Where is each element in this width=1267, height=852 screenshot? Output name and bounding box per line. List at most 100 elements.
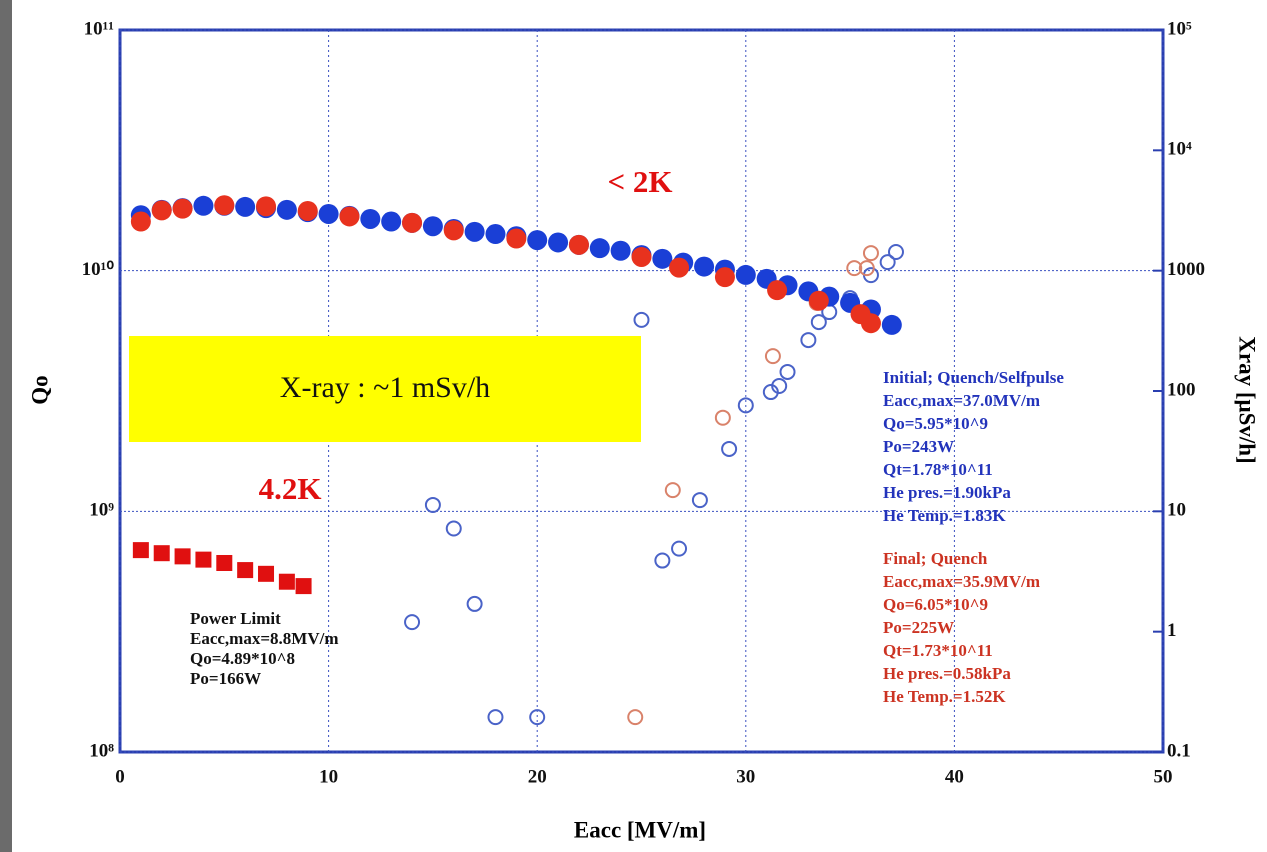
point bbox=[714, 267, 735, 288]
point bbox=[589, 238, 610, 259]
legend-detail: Qt=1.73*10^11 bbox=[883, 641, 993, 660]
point bbox=[278, 573, 295, 590]
point bbox=[735, 264, 756, 285]
x-tick-label: 0 bbox=[115, 766, 125, 787]
point bbox=[404, 614, 421, 631]
annotation: < 2K bbox=[607, 164, 672, 199]
point bbox=[151, 200, 172, 221]
y-tick-label: 10¹⁰ bbox=[82, 259, 115, 280]
point bbox=[568, 234, 589, 255]
y-tick-label: 10⁹ bbox=[89, 500, 114, 521]
point bbox=[610, 240, 631, 261]
x-axis-title: Eacc [MV/m] bbox=[574, 817, 706, 842]
point bbox=[714, 409, 731, 426]
point bbox=[652, 248, 673, 269]
y-axis-title: Qo bbox=[27, 375, 52, 404]
y2-axis-title: Xray [μSv/h] bbox=[1235, 336, 1260, 463]
point bbox=[237, 562, 254, 579]
point bbox=[627, 709, 644, 726]
point bbox=[360, 208, 381, 229]
legend-entry: Power Limit bbox=[190, 609, 281, 628]
x-tick-label: 10 bbox=[319, 766, 338, 787]
legend-detail: He Temp.=1.52K bbox=[883, 687, 1006, 706]
annotation-box bbox=[129, 336, 641, 442]
point bbox=[887, 243, 904, 260]
x-tick-label: 20 bbox=[528, 766, 547, 787]
point bbox=[485, 224, 506, 245]
x-tick-label: 40 bbox=[945, 766, 964, 787]
point bbox=[800, 332, 817, 349]
point bbox=[767, 280, 788, 301]
point bbox=[691, 492, 708, 509]
point bbox=[132, 542, 149, 559]
point bbox=[669, 257, 690, 278]
legend-detail: Qt=1.78*10^11 bbox=[883, 460, 993, 479]
point bbox=[881, 314, 902, 335]
point bbox=[529, 709, 546, 726]
point bbox=[443, 220, 464, 241]
point bbox=[297, 200, 318, 221]
legend-detail: Po=166W bbox=[190, 669, 261, 688]
point bbox=[216, 554, 233, 571]
point bbox=[771, 378, 788, 395]
y2-tick-label: 1 bbox=[1167, 620, 1177, 641]
point bbox=[464, 221, 485, 242]
point bbox=[466, 595, 483, 612]
y2-tick-label: 100 bbox=[1167, 379, 1196, 400]
point bbox=[258, 565, 275, 582]
legend-detail: He pres.=0.58kPa bbox=[883, 664, 1011, 683]
point bbox=[548, 232, 569, 253]
x-tick-label: 30 bbox=[736, 766, 755, 787]
y2-tick-label: 1000 bbox=[1167, 259, 1205, 280]
annotation: 4.2K bbox=[259, 471, 322, 506]
point bbox=[808, 290, 829, 311]
y2-tick-label: 10⁵ bbox=[1167, 18, 1192, 39]
point bbox=[664, 482, 681, 499]
point bbox=[846, 260, 863, 277]
legend-detail: Po=243W bbox=[883, 437, 954, 456]
photo-edge bbox=[0, 0, 12, 852]
point bbox=[174, 548, 191, 565]
y2-tick-label: 10 bbox=[1167, 500, 1186, 521]
point bbox=[779, 363, 796, 380]
legend-detail: Eacc,max=37.0MV/m bbox=[883, 391, 1040, 410]
point bbox=[295, 578, 312, 595]
legend-detail: Qo=5.95*10^9 bbox=[883, 414, 988, 433]
point bbox=[858, 260, 875, 277]
point bbox=[721, 440, 738, 457]
point bbox=[318, 203, 339, 224]
point bbox=[694, 256, 715, 277]
annotation: X-ray : ~1 mSv/h bbox=[280, 371, 490, 404]
y2-tick-label: 10⁴ bbox=[1167, 139, 1192, 160]
point bbox=[422, 216, 443, 237]
point bbox=[130, 211, 151, 232]
point bbox=[424, 496, 441, 513]
point bbox=[506, 228, 527, 249]
point bbox=[195, 551, 212, 568]
point bbox=[256, 196, 277, 217]
point bbox=[235, 196, 256, 217]
point bbox=[671, 540, 688, 557]
point bbox=[193, 195, 214, 216]
point bbox=[339, 206, 360, 227]
legend-detail: He Temp.=1.83K bbox=[883, 506, 1006, 525]
point bbox=[631, 246, 652, 267]
point bbox=[527, 230, 548, 251]
point bbox=[487, 709, 504, 726]
point bbox=[153, 545, 170, 562]
y-tick-label: 10⁸ bbox=[89, 740, 114, 761]
point bbox=[654, 552, 671, 569]
legend-entry: Initial; Quench/Selfpulse bbox=[883, 368, 1064, 387]
point bbox=[445, 520, 462, 537]
legend-detail: Eacc,max=8.8MV/m bbox=[190, 629, 338, 648]
point bbox=[381, 211, 402, 232]
legend-detail: Eacc,max=35.9MV/m bbox=[883, 572, 1040, 591]
point bbox=[810, 314, 827, 331]
legend-detail: Qo=4.89*10^8 bbox=[190, 649, 295, 668]
point bbox=[633, 311, 650, 328]
legend-detail: Qo=6.05*10^9 bbox=[883, 595, 988, 614]
y-tick-label: 10¹¹ bbox=[84, 18, 114, 39]
point bbox=[737, 397, 754, 414]
legend-detail: Po=225W bbox=[883, 618, 954, 637]
